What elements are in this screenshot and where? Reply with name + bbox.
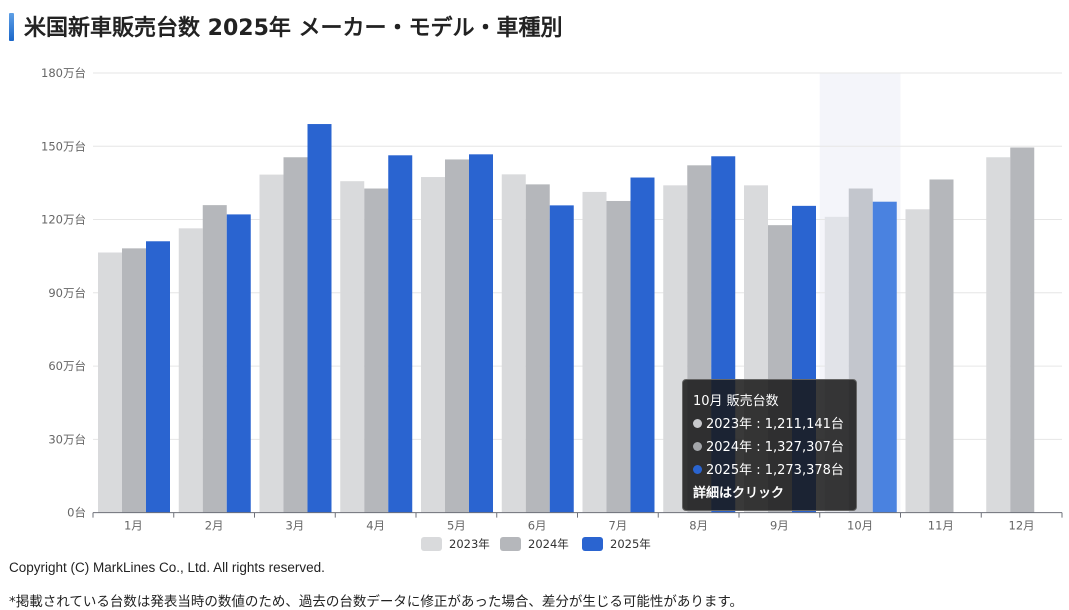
bar-2024年-3月[interactable] — [283, 157, 308, 513]
x-tick-label: 5月 — [447, 519, 466, 533]
bar-2025年-10月[interactable] — [872, 201, 897, 513]
bar-2024年-11月[interactable] — [929, 179, 954, 513]
x-tick-label: 4月 — [366, 519, 385, 533]
x-tick-label: 10月 — [847, 519, 873, 533]
tooltip-detail-link[interactable]: 詳細はクリック — [693, 486, 785, 501]
bar-2024年-5月[interactable] — [445, 159, 469, 513]
bar-2025年-4月[interactable] — [388, 155, 413, 513]
x-tick-label: 7月 — [608, 519, 627, 533]
bar-2023年-1月[interactable] — [98, 252, 122, 513]
tooltip-row-2023: 2023年 : 1,211,141台 — [693, 413, 846, 436]
y-tick-label: 30万台 — [48, 432, 86, 446]
bar-2023年-7月[interactable] — [582, 191, 607, 513]
y-tick-label: 150万台 — [41, 139, 86, 153]
series-dot-icon — [693, 465, 702, 474]
bar-2024年-2月[interactable] — [202, 205, 227, 513]
bar-2023年-4月[interactable] — [340, 181, 365, 513]
x-tick-label: 11月 — [928, 519, 954, 533]
x-tick-label: 3月 — [285, 519, 304, 533]
bar-2024年-7月[interactable] — [606, 200, 631, 513]
tooltip-row-2024: 2024年 : 1,327,307台 — [693, 436, 846, 459]
x-tick-label: 9月 — [770, 519, 789, 533]
legend-swatch-2024年[interactable] — [500, 537, 521, 551]
bar-2025年-3月[interactable] — [307, 124, 332, 513]
bar-2024年-12月[interactable] — [1010, 147, 1035, 513]
bar-chart[interactable]: 0台 30万台 60万台 90万台 120万台 150万台 180万台 1月 2月 3月 4月 5月 6… — [0, 55, 1069, 555]
legend-swatch-2023年[interactable] — [421, 537, 442, 551]
footnote: *掲載されている台数は発表当時の数値のため、過去の台数データに修正があった場合、… — [9, 594, 743, 610]
legend-label[interactable]: 2023年 — [449, 537, 490, 551]
series-dot-icon — [693, 442, 702, 451]
x-tick-label: 2月 — [205, 519, 224, 533]
bar-2023年-3月[interactable] — [259, 174, 284, 513]
x-tick-label: 1月 — [124, 519, 143, 533]
bar-2024年-6月[interactable] — [525, 184, 550, 513]
tooltip-row-label: 2025年 : 1,273,378台 — [706, 463, 844, 478]
copyright-text: Copyright (C) MarkLines Co., Ltd. All ri… — [9, 560, 325, 575]
y-tick-label: 60万台 — [48, 359, 86, 373]
x-tick-label: 12月 — [1009, 519, 1035, 533]
page-title: 米国新車販売台数 2025年 メーカー・モデル・車種別 — [24, 16, 563, 41]
tooltip-row-2025: 2025年 : 1,273,378台 — [693, 459, 846, 482]
bar-2025年-7月[interactable] — [630, 177, 655, 513]
y-tick-label: 90万台 — [48, 286, 86, 300]
tooltip-row-label: 2023年 : 1,211,141台 — [706, 417, 844, 432]
tooltip-row-label: 2024年 : 1,327,307台 — [706, 440, 844, 455]
x-tick-label: 6月 — [528, 519, 547, 533]
bar-2023年-6月[interactable] — [501, 174, 526, 513]
legend-label[interactable]: 2025年 — [610, 537, 651, 551]
bar-2023年-12月[interactable] — [986, 157, 1011, 513]
legend-swatch-2025年[interactable] — [582, 537, 603, 551]
bar-2023年-5月[interactable] — [421, 177, 445, 513]
tooltip-title: 10月 販売台数 — [693, 394, 779, 409]
bar-2023年-2月[interactable] — [178, 228, 203, 513]
legend-label[interactable]: 2024年 — [528, 537, 569, 551]
title-accent-bar — [9, 13, 14, 41]
bar-2025年-5月[interactable] — [469, 154, 493, 513]
bar-2025年-2月[interactable] — [226, 214, 251, 513]
chart-tooltip[interactable]: 10月 販売台数 2023年 : 1,211,141台 2024年 : 1,32… — [682, 379, 857, 511]
y-tick-label: 120万台 — [41, 213, 86, 227]
series-dot-icon — [693, 419, 702, 428]
bar-2025年-6月[interactable] — [549, 205, 574, 513]
y-tick-label: 180万台 — [41, 66, 86, 80]
bar-2025年-1月[interactable] — [146, 241, 170, 513]
bar-2024年-1月[interactable] — [122, 248, 146, 513]
y-tick-label: 0台 — [67, 506, 86, 520]
x-tick-label: 8月 — [689, 519, 708, 533]
bar-2023年-11月[interactable] — [905, 209, 930, 513]
bar-2024年-4月[interactable] — [364, 188, 389, 513]
